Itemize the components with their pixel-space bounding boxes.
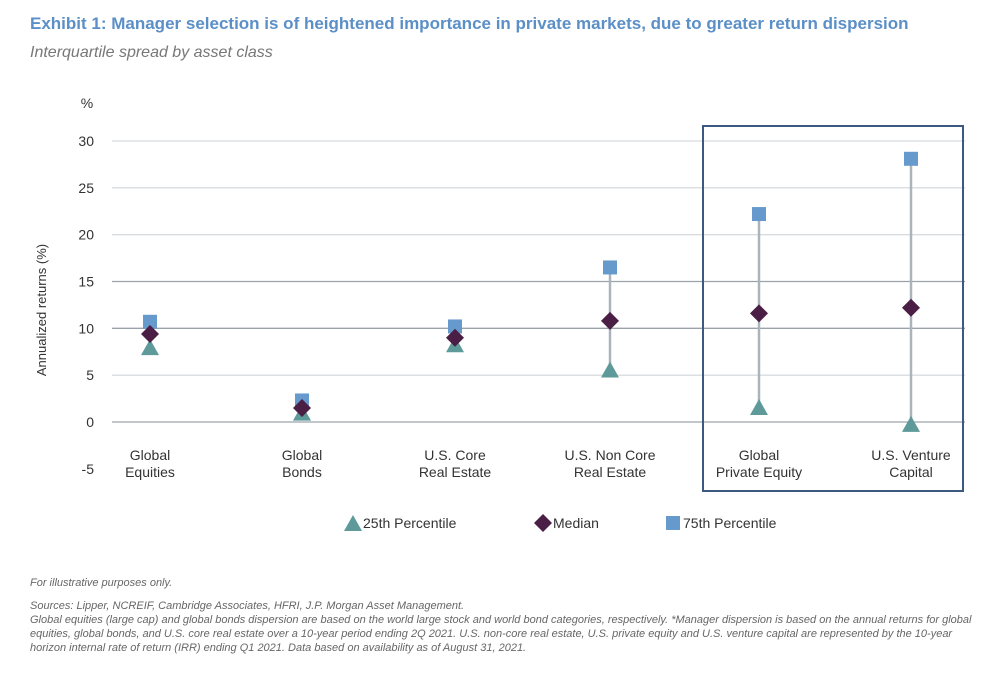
p75-marker <box>904 151 918 166</box>
legend-marker <box>666 516 680 530</box>
y-tick-label: 25 <box>78 180 94 196</box>
median-marker <box>601 311 619 330</box>
y-tick-label: 15 <box>78 274 94 290</box>
y-unit-label: % <box>81 95 93 111</box>
x-category-label: Global <box>282 447 322 463</box>
x-category-label: Global <box>130 447 170 463</box>
y-tick-label: 30 <box>78 133 94 149</box>
x-category-label: Bonds <box>282 464 322 480</box>
median-marker <box>141 324 159 343</box>
highlight-box <box>702 125 964 492</box>
x-category-label: Real Estate <box>419 464 492 480</box>
y-tick-label: 20 <box>78 227 94 243</box>
p75-marker <box>143 314 157 329</box>
x-category-label: Real Estate <box>574 464 647 480</box>
illustrative-note: For illustrative purposes only. <box>30 577 173 589</box>
p75-marker <box>752 207 766 222</box>
x-category-label: Capital <box>889 464 933 480</box>
legend-label: 25th Percentile <box>363 515 457 531</box>
y-tick-label: 5 <box>86 367 94 383</box>
chart-title: Exhibit 1: Manager selection is of heigh… <box>30 14 909 33</box>
p25-marker <box>601 361 619 378</box>
y-axis-label: Annualized returns (%) <box>34 244 49 376</box>
median-marker <box>902 298 920 317</box>
x-category-label: Equities <box>125 464 175 480</box>
p25-marker <box>750 399 768 416</box>
detail-note: Global equities (large cap) and global b… <box>30 614 972 654</box>
legend-marker <box>534 514 552 532</box>
p25-marker <box>141 339 159 356</box>
legend-marker <box>344 515 362 531</box>
x-category-label: Global <box>739 447 779 463</box>
median-marker <box>446 328 464 347</box>
median-marker <box>750 304 768 323</box>
x-category-label: U.S. Venture <box>871 447 951 463</box>
x-category-label: U.S. Non Core <box>564 447 655 463</box>
median-marker <box>293 398 311 417</box>
p25-marker <box>902 415 920 432</box>
x-category-label: Private Equity <box>716 464 802 480</box>
p75-marker <box>603 260 617 275</box>
y-tick-label: -5 <box>82 461 95 477</box>
chart: 30 25 20 15 10 5 0 -5% Annualized returns (%) Glo… <box>34 95 965 532</box>
y-tick-label: 0 <box>86 414 94 430</box>
chart-subtitle: Interquartile spread by asset class <box>30 44 273 61</box>
y-tick-label: 10 <box>78 320 94 336</box>
sources-note: Sources: Lipper, NCREIF, Cambridge Assoc… <box>30 600 465 612</box>
legend-label: Median <box>553 515 599 531</box>
p75-marker <box>448 319 462 334</box>
legend-label: 75th Percentile <box>683 515 777 531</box>
x-category-label: U.S. Core <box>424 447 486 463</box>
